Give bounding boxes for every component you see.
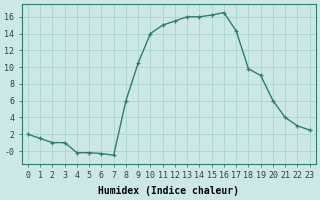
X-axis label: Humidex (Indice chaleur): Humidex (Indice chaleur) <box>98 186 239 196</box>
